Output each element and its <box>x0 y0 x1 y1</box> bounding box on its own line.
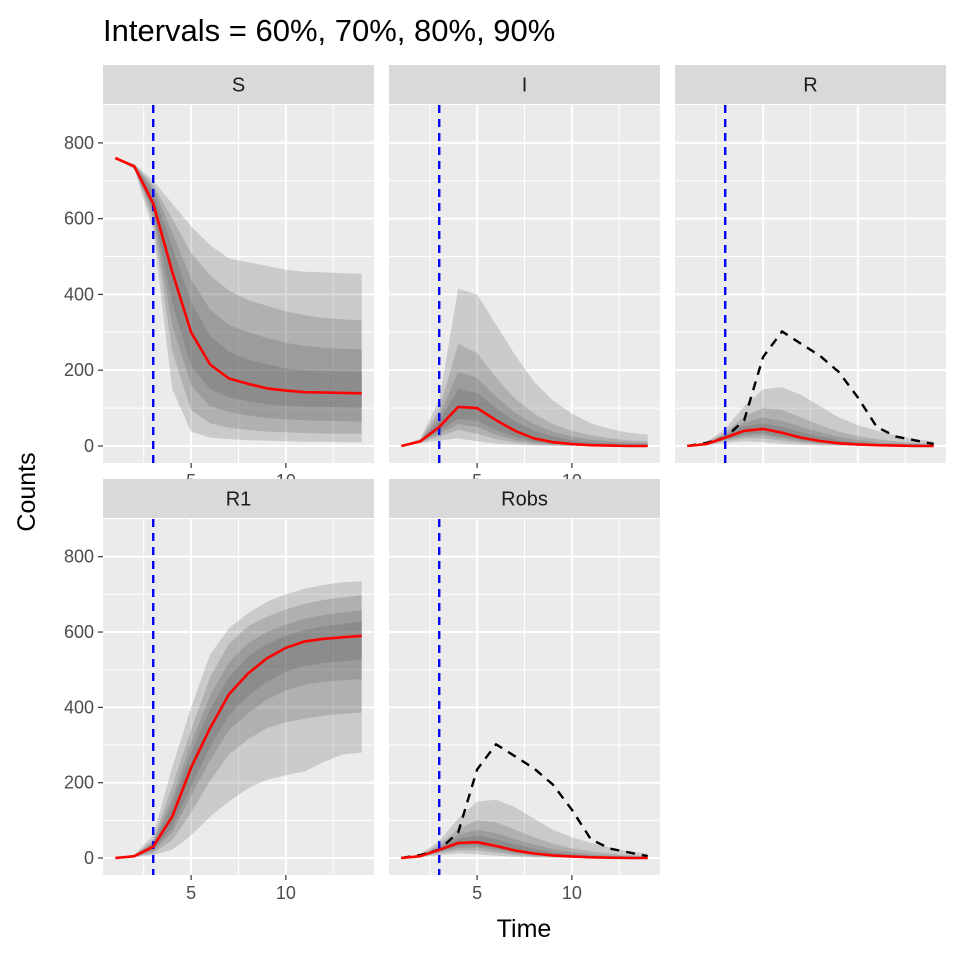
y-tick-label: 200 <box>64 360 94 380</box>
interval-band-80pct <box>115 158 362 434</box>
median-line <box>401 840 648 860</box>
interval-band-90pct <box>115 158 362 443</box>
x-tick-label: 10 <box>562 883 582 903</box>
median-line <box>114 156 362 395</box>
x-tick-label: 5 <box>186 883 196 903</box>
facet-strip <box>389 479 660 518</box>
panel-r: R <box>675 65 946 463</box>
facet-label: S <box>232 75 245 97</box>
facet-label: Robs <box>501 489 548 511</box>
interval-band-80pct <box>687 408 934 446</box>
x-tick-label: 5 <box>472 883 482 903</box>
facet-label: R <box>803 75 817 97</box>
y-axis-title: Counts <box>13 452 41 531</box>
interval-band-60pct <box>115 621 362 858</box>
panel-robs: Robs 5 10 <box>389 479 660 903</box>
interval-band-90pct <box>115 581 362 858</box>
interval-band-70pct <box>401 829 648 858</box>
y-tick-label: 0 <box>84 848 94 868</box>
interval-band-70pct <box>115 610 362 858</box>
observed-line <box>687 329 934 448</box>
panel-r1: R1 0 200 400 600 800 5 10 <box>64 479 374 903</box>
facet-strip <box>389 65 660 104</box>
y-tick-label: 600 <box>64 209 94 229</box>
interval-band-80pct <box>115 595 362 858</box>
y-tick-label: 0 <box>84 436 94 456</box>
facet-label: I <box>522 75 528 97</box>
y-tick-label: 600 <box>64 622 94 642</box>
facet-strip <box>103 65 374 104</box>
median-line <box>115 634 362 860</box>
y-tick-label: 800 <box>64 133 94 153</box>
y-tick-label: 800 <box>64 547 94 567</box>
y-tick-label: 200 <box>64 773 94 793</box>
interval-band-70pct <box>687 417 934 446</box>
facet-panels: S 0 200 400 600 800 5 10 I510 R R1 0 200 400 600 800 5 10… <box>64 65 946 903</box>
panel-i: I510 <box>389 65 660 491</box>
interval-band-80pct <box>401 820 648 858</box>
interval-band-60pct <box>401 389 648 446</box>
interval-band-70pct <box>401 372 648 446</box>
interval-band-60pct <box>115 158 362 408</box>
observed-line <box>401 742 648 860</box>
facet-strip <box>103 479 374 518</box>
x-tick-label: 10 <box>276 883 296 903</box>
median-line <box>687 427 934 448</box>
facet-strip <box>675 65 946 104</box>
panel-s: S0200400600800510 <box>64 65 374 491</box>
chart-title: Intervals = 60%, 70%, 80%, 90% <box>103 13 555 48</box>
y-tick-label: 400 <box>64 697 94 717</box>
x-axis-title: Time <box>497 915 552 943</box>
interval-band-60pct <box>687 423 934 446</box>
interval-band-60pct <box>401 835 648 858</box>
interval-band-80pct <box>401 343 648 446</box>
median-line <box>400 405 648 448</box>
interval-band-70pct <box>115 158 362 422</box>
y-tick-label: 400 <box>64 284 94 304</box>
facet-label: R1 <box>226 489 252 511</box>
